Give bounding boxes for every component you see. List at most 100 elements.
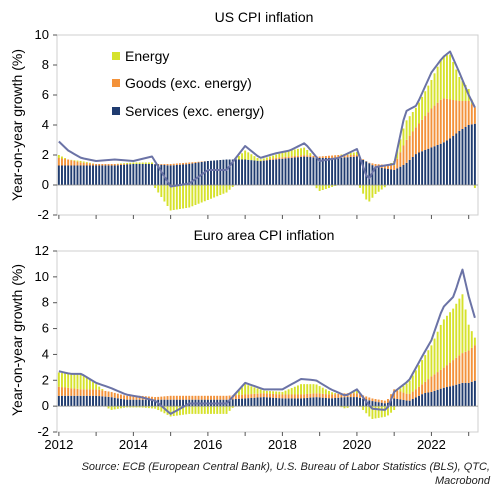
us-bar-energy <box>439 60 442 100</box>
us-bar-goods <box>290 156 293 158</box>
us-bar-services <box>67 165 70 185</box>
ea-bar-services <box>303 398 306 407</box>
us-bar-services <box>57 165 60 185</box>
ea-bar-energy <box>269 391 271 394</box>
ea-bar-energy <box>203 406 206 414</box>
us-bar-goods <box>346 155 349 158</box>
us-bar-services <box>402 165 405 185</box>
us-bar-services <box>449 138 452 185</box>
ea-bar-energy <box>126 406 129 408</box>
us-bar-energy <box>272 155 275 159</box>
ea-bar-energy <box>473 337 476 346</box>
ea-bar-energy <box>433 338 436 375</box>
ea-bar-services <box>259 397 262 407</box>
ea-bar-goods <box>445 365 448 388</box>
ea-bar-services <box>340 397 343 407</box>
us-bar-services <box>147 164 150 185</box>
ea-bar-energy <box>371 406 374 419</box>
ea-bar-services <box>430 391 433 407</box>
ea-bar-energy <box>101 389 104 391</box>
us-bar-services <box>219 160 222 185</box>
ea-bar-services <box>411 399 414 407</box>
ea-bar-goods <box>424 381 427 393</box>
ea-bar-energy <box>424 355 427 382</box>
us-bar-goods <box>284 156 287 159</box>
ea-bar-services <box>104 396 107 407</box>
us-y-tick-label: 2 <box>42 147 49 162</box>
us-bar-services <box>175 165 178 185</box>
legend-label-energy: Energy <box>125 48 169 64</box>
ea-bar-energy <box>315 384 318 394</box>
us-bar-goods <box>371 163 374 166</box>
ea-bar-goods <box>95 389 98 396</box>
us-bar-services <box>79 165 82 185</box>
us-bar-services <box>188 164 191 185</box>
us-bar-services <box>210 160 212 185</box>
us-bar-services <box>411 157 414 185</box>
ea-bar-goods <box>328 394 330 399</box>
ea-y-tick-label: -2 <box>37 424 49 439</box>
us-bar-services <box>473 123 476 185</box>
ea-bar-goods <box>340 393 343 398</box>
ea-bar-energy <box>135 406 138 408</box>
us-bar-energy <box>324 185 327 189</box>
ea-bar-energy <box>290 388 293 395</box>
ea-bar-services <box>290 398 293 407</box>
ea-bar-services <box>132 399 135 407</box>
ea-bar-goods <box>241 394 243 399</box>
us-bar-services <box>82 165 85 185</box>
source-line-2: Macrobond <box>435 475 491 487</box>
ea-bar-goods <box>464 351 467 383</box>
us-bar-energy <box>247 152 250 160</box>
us-bar-energy <box>250 154 253 161</box>
us-bar-goods <box>318 156 321 158</box>
us-bar-services <box>216 160 219 185</box>
ea-bar-services <box>402 400 405 407</box>
us-bar-services <box>303 156 306 185</box>
us-bar-energy <box>175 185 178 210</box>
ea-y-tick-label: 8 <box>42 295 49 310</box>
ea-bar-goods <box>334 394 337 399</box>
us-bar-services <box>293 157 296 185</box>
ea-bar-energy <box>206 406 209 414</box>
ea-bar-services <box>349 397 352 407</box>
ea-bar-goods <box>272 393 275 398</box>
ea-bar-goods <box>269 393 271 398</box>
ea-bar-services <box>470 381 473 407</box>
source-line-1: Source: ECB (European Central Bank), U.S… <box>82 461 490 473</box>
ea-bar-goods <box>467 350 470 383</box>
us-bar-goods <box>76 161 79 166</box>
ea-bar-services <box>253 397 256 407</box>
ea-bar-energy <box>449 312 452 363</box>
us-bar-services <box>461 129 464 185</box>
ea-bar-services <box>172 399 175 407</box>
us-bar-services <box>154 164 157 185</box>
us-bar-energy <box>132 162 135 164</box>
us-bar-energy <box>355 152 358 155</box>
us-bar-energy <box>464 85 467 101</box>
ea-bar-goods <box>126 395 129 400</box>
ea-bar-goods <box>228 395 231 400</box>
us-bar-energy <box>380 185 383 190</box>
ea-bar-services <box>147 399 150 407</box>
us-bar-services <box>383 168 386 185</box>
ea-bar-services <box>244 398 247 407</box>
ea-bar-services <box>421 394 424 407</box>
ea-bar-goods <box>387 399 389 403</box>
ea-bar-energy <box>324 389 327 395</box>
us-bar-energy <box>405 120 408 140</box>
us-bar-services <box>324 158 327 185</box>
ea-bar-energy <box>374 406 377 419</box>
ea-bar-services <box>178 399 181 407</box>
ea-bar-energy <box>418 365 420 387</box>
us-bar-energy <box>352 152 355 155</box>
ea-bar-goods <box>79 389 82 396</box>
ea-bar-services <box>129 399 132 407</box>
us-bar-services <box>458 131 461 185</box>
us-bar-goods <box>64 159 67 166</box>
us-bar-services <box>141 164 144 185</box>
us-bar-services <box>234 159 237 185</box>
us-bar-services <box>306 156 309 185</box>
us-bar-energy <box>359 185 361 188</box>
us-bar-services <box>445 140 448 185</box>
